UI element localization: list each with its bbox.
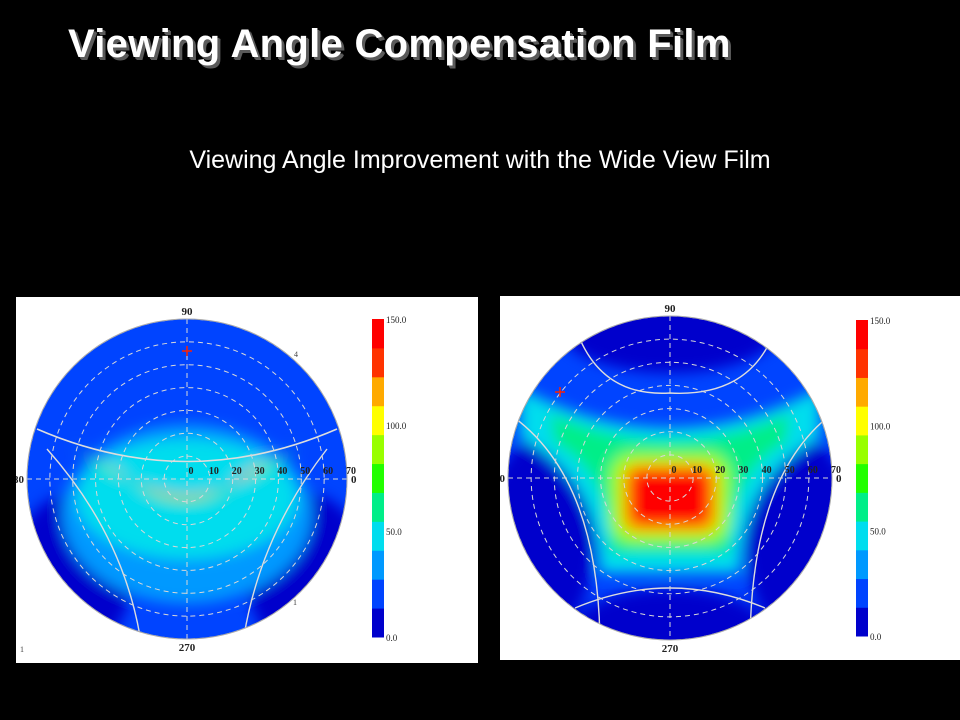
polar-ring <box>140 432 234 526</box>
colorbar-segment <box>856 578 868 608</box>
contrast-map <box>27 319 347 639</box>
radial-tick-label: 40 <box>762 465 772 476</box>
radial-tick-label: 50 <box>785 465 795 476</box>
radial-tick-label: 60 <box>808 465 818 476</box>
colorbar-segment <box>372 492 384 522</box>
colorbar-segment <box>856 607 868 637</box>
colorbar-tick-label: 50.0 <box>870 527 886 537</box>
colorbar-segment <box>372 463 384 493</box>
colorbar-tick-label: 100.0 <box>870 421 891 431</box>
corner-mark: 1 <box>20 645 24 654</box>
polar-plot-panel-right: 0 10 20 30 40 50 60 70 90 270 180 0 150.0 100.0 50.0 0.… <box>500 296 960 660</box>
radial-tick-label: 20 <box>715 465 725 476</box>
radial-tick-label: 0 <box>672 465 677 476</box>
angle-label-180: 180 <box>500 473 506 485</box>
polar-contrast-plot-with-film: 0 10 20 30 40 50 60 70 90 270 180 0 150.0 100.0 50.0 0.… <box>500 303 891 655</box>
radial-tick-label: 10 <box>692 465 702 476</box>
radial-tick-label: 30 <box>255 466 265 477</box>
radial-tick-label: 20 <box>232 466 242 477</box>
slide-title: Viewing Angle Compensation Film <box>68 22 731 66</box>
colorbar-segment <box>856 434 868 465</box>
angle-label-0: 0 <box>351 474 357 486</box>
colorbar-segment <box>372 405 384 436</box>
radial-tick-label: 50 <box>300 466 310 477</box>
colorbar-segment <box>372 347 384 378</box>
colorbar-segment <box>856 549 868 580</box>
angle-label-270: 270 <box>179 642 196 654</box>
colorbar-tick-label: 0.0 <box>386 633 398 643</box>
slide-subtitle: Viewing Angle Improvement with the Wide … <box>189 146 771 174</box>
colorbar-segment <box>856 463 868 493</box>
colorbar-segment <box>372 434 384 465</box>
radial-tick-label: 60 <box>323 466 333 477</box>
colorbar-tick-label: 50.0 <box>386 527 402 537</box>
radial-tick-label: 10 <box>209 466 219 477</box>
colorbar-segment <box>856 521 868 551</box>
low-contrast-lobe <box>575 588 765 640</box>
colorbar-segment <box>372 521 384 551</box>
iso-contour-line <box>508 407 601 640</box>
iso-contour-line <box>46 448 143 639</box>
radial-tick-label: 30 <box>738 465 748 476</box>
colorbar-segment <box>372 319 384 349</box>
colorbar-tick-label: 150.0 <box>870 316 891 326</box>
angle-label-180: 180 <box>16 474 25 486</box>
iso-contour-line <box>36 428 338 463</box>
angle-label-90: 90 <box>665 303 677 315</box>
colorbar-segment <box>372 608 384 638</box>
polar-plot-panel-left: 0 10 20 30 40 50 60 70 90 270 180 0 150.0 100.0 50.0 0.… <box>16 297 478 663</box>
corner-mark: 4 <box>294 350 298 359</box>
angle-label-270: 270 <box>662 643 679 655</box>
colorbar-segment <box>856 320 868 350</box>
contour-band-3 <box>72 439 302 504</box>
colorbar-tick-label: 0.0 <box>870 632 882 642</box>
colorbar-segment <box>856 492 868 522</box>
colorbar-segment <box>856 406 868 436</box>
colorbar-tick-label: 150.0 <box>386 315 407 325</box>
polar-contrast-plot-without-film: 0 10 20 30 40 50 60 70 90 270 180 0 150.0 100.0 50.0 0.… <box>16 306 407 654</box>
colorbar-segment <box>856 348 868 378</box>
polar-ring <box>95 387 279 571</box>
radial-tick-label: 70 <box>346 466 356 477</box>
colorbar-tick-label: 100.0 <box>386 421 407 431</box>
radial-tick-label: 0 <box>189 466 194 477</box>
colorbar-segment <box>372 579 384 609</box>
radial-tick-label: 40 <box>277 466 287 477</box>
angle-label-90: 90 <box>182 306 194 318</box>
polar-outline <box>26 318 348 640</box>
polar-outline <box>507 315 833 641</box>
angle-label-0: 0 <box>836 473 842 485</box>
colorbar-segment <box>856 377 868 407</box>
colorbar-segment <box>372 550 384 580</box>
radial-tick-label: 70 <box>831 465 841 476</box>
corner-mark: 1 <box>293 598 297 607</box>
colorbar-segment <box>372 376 384 407</box>
iso-contour-line <box>241 448 328 639</box>
iso-contour-line <box>749 407 832 640</box>
